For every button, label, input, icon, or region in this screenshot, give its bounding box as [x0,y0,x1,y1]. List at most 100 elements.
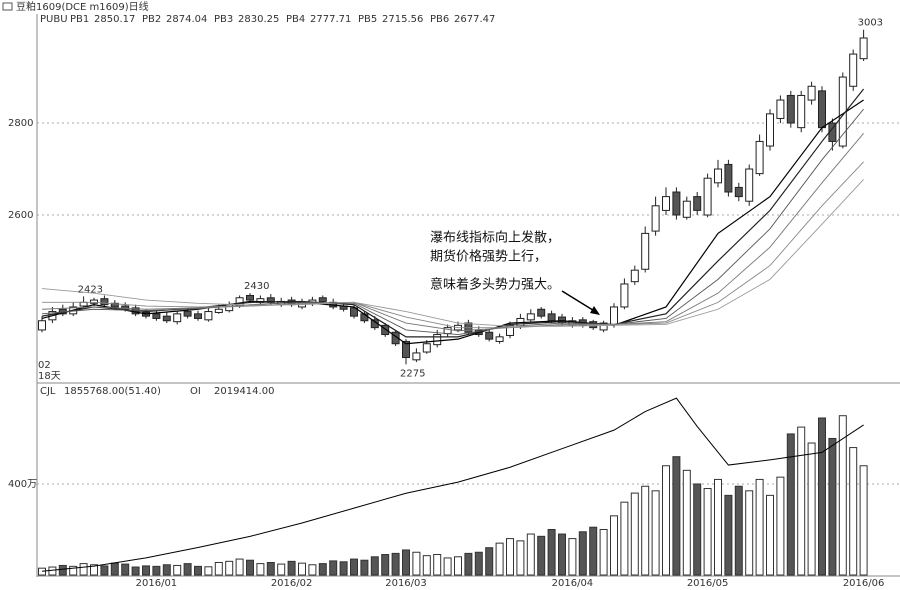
annotation: 瀑布线指标向上发散， [430,230,560,246]
volume-bar [162,564,171,576]
volume-bar [807,442,816,576]
volume-bar [110,562,119,576]
volume-bar [266,561,275,576]
high-label: 2423 [78,284,103,295]
oi-line [41,397,864,572]
candle-body [412,352,421,361]
volume-bar [412,551,421,576]
x-tick-label: 2016/03 [385,578,427,589]
candle-body [610,306,618,325]
icon [2,2,13,11]
volume-bar [745,490,754,576]
candle-body [246,294,254,301]
volume-bar [391,552,400,576]
candle-body [162,315,171,322]
candle-body [818,90,826,129]
volume-bar [526,533,535,576]
volume-bar [298,562,306,576]
candle-body [194,313,202,319]
volume-bar [849,447,858,576]
volume-bar [350,558,358,576]
volume-bar [225,560,234,576]
high-label: 3003 [858,18,883,29]
candle-body [703,177,712,216]
volume-bar [173,564,182,576]
volume-bar [360,559,369,576]
volume-bar [329,560,338,576]
legend-name: PB4 [286,14,305,25]
candle-body [620,283,629,308]
volume-bar [318,563,327,576]
volume-bar [214,561,223,576]
candle-body [214,308,223,313]
legend-name: OI [190,386,201,397]
y-tick-label: 400万 [8,479,37,490]
volume-bar [578,531,587,576]
pb-line [41,179,864,327]
volume-bar [724,494,733,576]
candle-body [506,324,514,336]
y-tick-label: 2800 [8,118,33,129]
candle-body [797,94,806,129]
volume-bar [714,478,722,576]
pb-line [42,161,864,329]
legend-name: PB5 [358,14,377,25]
volume-bar [516,540,525,576]
candle-body [849,53,858,87]
arrow [561,290,597,313]
candle-body [859,37,868,60]
pb-line [41,108,864,335]
volume-bar [818,417,826,576]
legend-value: 2830.25 [238,14,279,25]
candle-body [381,324,390,336]
candle-body [433,334,442,346]
volume-bar [235,558,244,576]
pb-line [41,133,864,332]
candle-body [786,94,795,124]
volume-bar [828,437,837,576]
volume-bar [547,528,556,576]
candle-body [682,200,691,218]
legend-name: PB3 [214,14,233,25]
candle-body [599,322,608,331]
volume-bar [766,494,774,576]
volume-bar [433,554,442,576]
candle-body [485,331,494,340]
candle-body [183,311,192,317]
volume-bar [474,551,483,576]
legend-value: 2677.47 [454,14,495,25]
volume-bar [339,561,348,576]
candle-body [537,308,546,317]
volume-bar [69,565,78,576]
volume-bar [152,565,161,576]
candle-body [547,313,556,322]
candle-body [734,186,743,198]
volume-bar [641,485,650,576]
volume-bar [194,565,202,576]
volume-bar [381,554,390,576]
volume-bar [589,526,598,576]
volume-bar [537,535,546,576]
candle-body [766,113,774,147]
volume-bar [630,492,639,576]
volume-bar [38,567,46,576]
volume-bar [620,501,629,576]
x-tick-label: 2016/02 [271,578,313,589]
candle-body [173,313,182,323]
legend-value: 1855768.00(51.40) [64,386,161,397]
volume-bar [786,433,795,576]
volume-bar [651,490,660,576]
volume-bar [443,557,452,576]
legend-value: 2850.17 [94,14,135,25]
x-tick-label: 2016/06 [843,578,885,589]
candle-body [38,320,46,331]
indicator-name: PUBU [40,14,68,25]
candle-body [662,196,670,211]
legend-value: 2715.56 [382,14,423,25]
volume-bar [246,559,254,576]
candle-body [225,304,234,312]
volume-bar [682,469,691,576]
candle-body [651,205,660,232]
annotation: 期货价格强势上行， [430,249,547,265]
